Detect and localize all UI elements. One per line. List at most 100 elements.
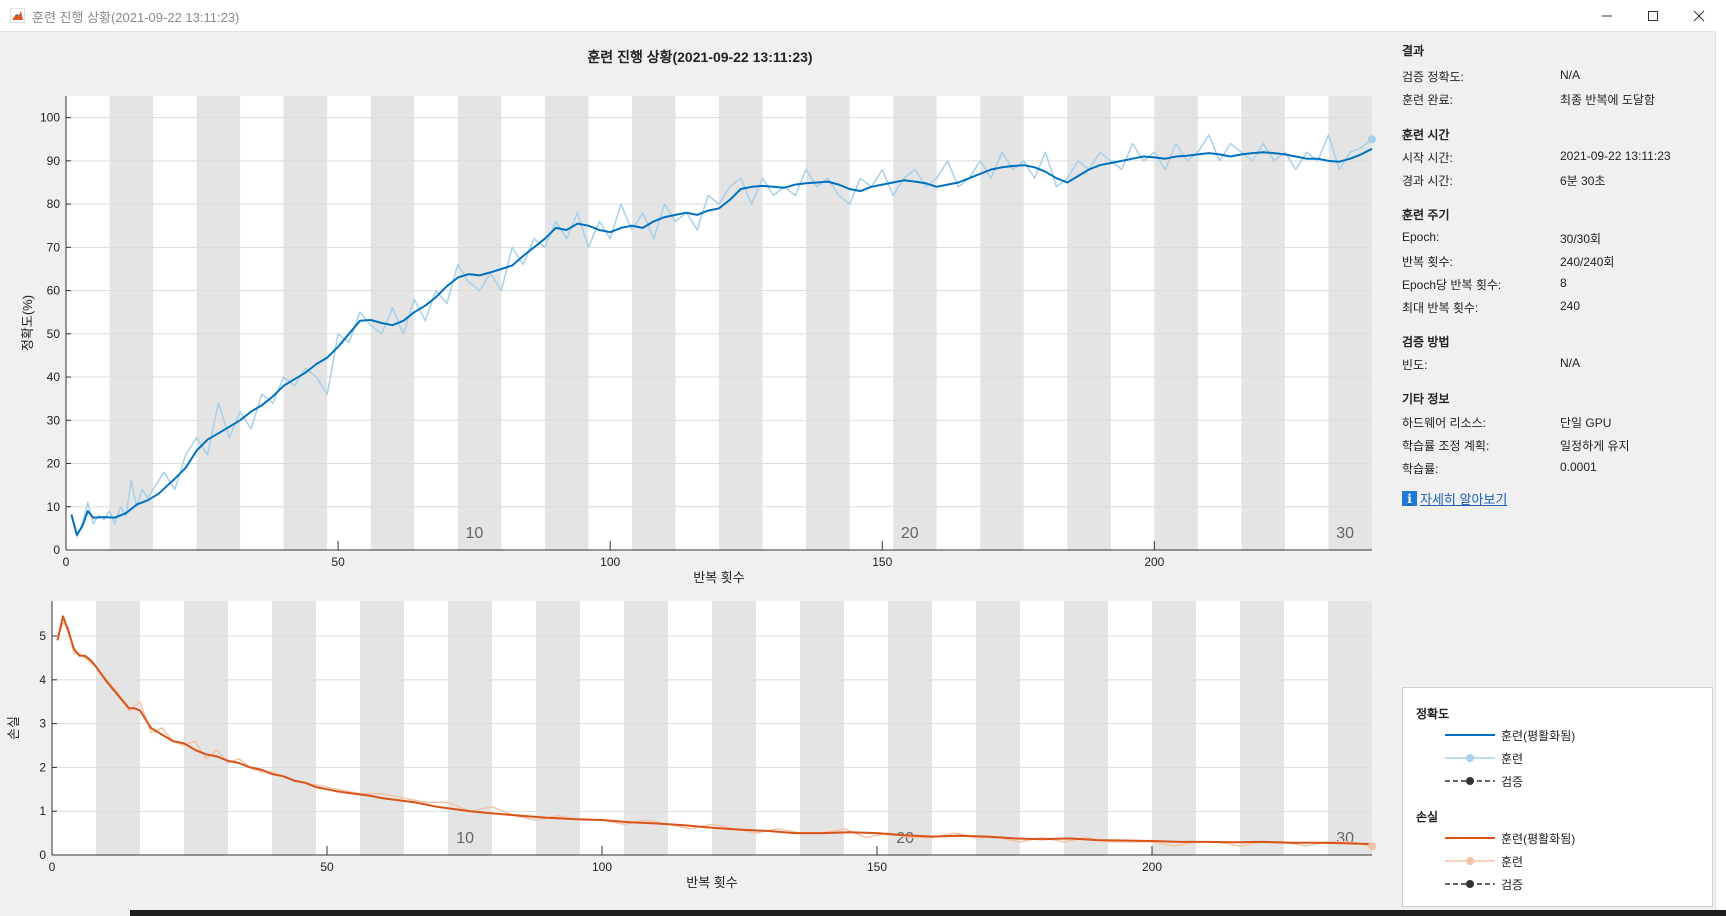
accuracy-y-axis-label: 정확도(%) bbox=[20, 295, 35, 351]
loss-last-point-marker bbox=[1368, 842, 1376, 851]
legend-label: 검증 bbox=[1501, 774, 1524, 789]
legend-loss-smoothed: 훈련(평활화됨) bbox=[1445, 831, 1575, 846]
y-tick-label: 80 bbox=[47, 197, 61, 211]
x-tick-label: 0 bbox=[49, 860, 56, 874]
info-value: 최종 반복에 도달함 bbox=[1560, 93, 1655, 107]
info-label: 학습률: bbox=[1402, 462, 1439, 476]
epoch-band bbox=[719, 96, 763, 550]
validation-title: 검증 방법 bbox=[1402, 335, 1450, 349]
loss-smoothed-line bbox=[56, 615, 1373, 846]
epoch-band bbox=[448, 601, 492, 855]
other-title: 기타 정보 bbox=[1402, 392, 1450, 406]
legend-line-swatch bbox=[1445, 880, 1495, 888]
legend-label: 훈련 bbox=[1501, 751, 1524, 766]
info-label: Epoch당 반복 횟수: bbox=[1402, 278, 1502, 292]
epoch-band bbox=[1328, 601, 1372, 855]
close-icon bbox=[1693, 10, 1705, 21]
info-value: 8 bbox=[1560, 276, 1567, 290]
accuracy-training-line bbox=[70, 134, 1373, 538]
y-tick-label: 3 bbox=[39, 717, 46, 731]
y-tick-label: 2 bbox=[39, 760, 46, 774]
epoch-band bbox=[624, 601, 668, 855]
x-tick-label: 200 bbox=[1142, 860, 1162, 874]
legend-accuracy-title: 정확도 bbox=[1416, 707, 1450, 721]
legend-label: 훈련(평활화됨) bbox=[1501, 728, 1576, 743]
y-tick-label: 50 bbox=[47, 327, 61, 341]
x-tick-label: 100 bbox=[592, 860, 612, 874]
y-tick-label: 4 bbox=[39, 673, 46, 687]
time-title: 훈련 시간 bbox=[1402, 128, 1450, 142]
epoch-band bbox=[1064, 601, 1108, 855]
info-label: 학습률 조정 계획: bbox=[1402, 439, 1490, 453]
info-label: 하드웨어 리소스: bbox=[1402, 416, 1486, 430]
epoch-band bbox=[196, 96, 241, 550]
epoch-label: 10 bbox=[466, 525, 484, 542]
legend-accuracy-training: 훈련 bbox=[1445, 751, 1524, 766]
epoch-band bbox=[283, 96, 328, 550]
maximize-icon bbox=[1648, 10, 1658, 21]
epoch-band bbox=[1067, 96, 1111, 550]
info-value: 6분 30초 bbox=[1560, 174, 1606, 188]
epoch-band bbox=[712, 601, 756, 855]
info-value: 단일 GPU bbox=[1560, 416, 1612, 430]
x-tick-label: 150 bbox=[867, 860, 887, 874]
chart-title: 훈련 진행 상황(2021-09-22 13:11:23) bbox=[587, 49, 813, 65]
info-label: Epoch: bbox=[1402, 230, 1440, 244]
info-value: 2021-09-22 13:11:23 bbox=[1560, 149, 1671, 163]
y-tick-label: 20 bbox=[47, 457, 61, 471]
cycle-title: 훈련 주기 bbox=[1402, 208, 1450, 222]
close-button[interactable] bbox=[1676, 0, 1722, 31]
epoch-band bbox=[800, 601, 844, 855]
minimize-button[interactable] bbox=[1584, 0, 1630, 31]
epoch-band bbox=[370, 96, 415, 550]
epoch-band bbox=[272, 601, 316, 855]
info-label: 훈련 완료: bbox=[1402, 93, 1453, 107]
legend-loss-training: 훈련 bbox=[1445, 854, 1523, 869]
legend-line-swatch bbox=[1445, 734, 1495, 736]
info-value: 240/240회 bbox=[1560, 255, 1615, 269]
epoch-band bbox=[980, 96, 1024, 550]
y-tick-label: 1 bbox=[39, 804, 46, 818]
epoch-band bbox=[457, 96, 502, 550]
info-value: N/A bbox=[1560, 356, 1581, 370]
accuracy-last-point-marker bbox=[1368, 135, 1376, 144]
epoch-band bbox=[1328, 96, 1372, 550]
minimize-icon bbox=[1602, 15, 1612, 16]
info-icon: i bbox=[1402, 491, 1417, 506]
epoch-band bbox=[888, 601, 932, 855]
accuracy-x-axis-label: 반복 횟수 bbox=[693, 570, 744, 585]
legend-line-swatch bbox=[1445, 754, 1495, 762]
epoch-band bbox=[536, 601, 580, 855]
info-value: N/A bbox=[1560, 68, 1581, 82]
epoch-label: 30 bbox=[1336, 830, 1354, 847]
legend: 정확도 훈련(평활화됨) 훈련 검증 손실 훈련(평활화됨) 훈련 검증 bbox=[1402, 687, 1713, 907]
info-label: 반복 횟수: bbox=[1402, 255, 1453, 269]
title-bar[interactable]: 훈련 진행 상황(2021-09-22 13:11:23) bbox=[0, 0, 1726, 32]
results-title: 결과 bbox=[1402, 44, 1425, 58]
info-value: 일정하게 유지 bbox=[1560, 439, 1630, 453]
epoch-band bbox=[184, 601, 228, 855]
x-tick-label: 50 bbox=[331, 555, 345, 569]
info-value: 240 bbox=[1560, 299, 1581, 313]
legend-line-swatch bbox=[1445, 837, 1495, 839]
epoch-band bbox=[1241, 96, 1285, 550]
matlab-logo-icon bbox=[10, 8, 25, 23]
legend-loss-validation: 검증 bbox=[1445, 877, 1523, 892]
legend-line-swatch bbox=[1445, 777, 1495, 785]
y-tick-label: 5 bbox=[39, 629, 46, 643]
epoch-band bbox=[631, 96, 676, 550]
epoch-band bbox=[360, 601, 404, 855]
loss-x-axis-label: 반복 횟수 bbox=[686, 875, 737, 890]
window-title: 훈련 진행 상황(2021-09-22 13:11:23) bbox=[32, 10, 240, 25]
background-window-edge bbox=[1715, 31, 1726, 910]
epoch-label: 20 bbox=[896, 830, 914, 847]
info-label: 검증 정확도: bbox=[1402, 70, 1464, 84]
x-tick-label: 0 bbox=[63, 555, 70, 569]
y-tick-label: 100 bbox=[40, 111, 60, 125]
maximize-button[interactable] bbox=[1630, 0, 1676, 31]
epoch-band bbox=[1240, 601, 1284, 855]
y-tick-label: 30 bbox=[47, 413, 61, 427]
epoch-band bbox=[806, 96, 850, 550]
learn-more-link[interactable]: i 자세히 알아보기 bbox=[1402, 489, 1507, 508]
